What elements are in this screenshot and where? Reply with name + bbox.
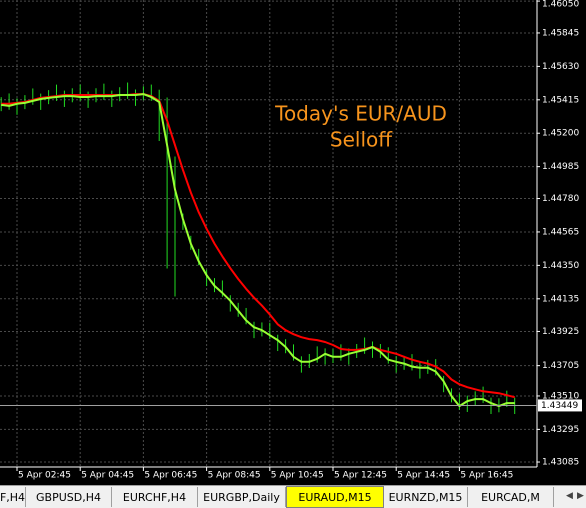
chart-tab[interactable]: F,H4 [0,487,26,507]
chart: 1.46050 1.45845 1.45630 1.45415 1.45200 1.449… [0,0,586,485]
x-tick-label: 5 Apr 10:45 [271,471,324,481]
chart-tab[interactable]: GBPUSD,H4 [26,487,112,507]
tab-scroll[interactable]: ◀ ▶ [564,487,586,505]
y-tick-label: 1.45415 [542,95,579,105]
y-tick-label: 1.43705 [542,361,579,371]
chart-tab[interactable]: EURGBP,Daily [198,487,286,507]
current-price-label: 1.43449 [541,401,578,411]
y-tick-label: 1.43085 [542,458,579,468]
x-tick-label: 5 Apr 14:45 [397,471,450,481]
tab-bar: F,H4 GBPUSD,H4 EURCHF,H4 EURGBP,Daily EURAUD… [0,485,586,508]
chart-tab[interactable]: EURCHF,H4 [112,487,198,507]
x-tick-label: 5 Apr 04:45 [81,471,134,481]
y-tick-label: 1.44135 [542,294,579,304]
y-tick-label: 1.44985 [542,162,579,172]
x-tick-label: 5 Apr 06:45 [144,471,197,481]
y-tick-label: 1.43295 [542,425,579,435]
y-tick-label: 1.44350 [542,261,579,271]
y-tick-label: 1.45200 [542,129,579,139]
y-tick-label: 1.45845 [542,28,579,38]
y-tick-label: 1.43925 [542,327,579,337]
chart-tab[interactable]: EURNZD,M15 [384,487,468,507]
scroll-right[interactable]: ▶ [577,491,584,501]
annotation: Today's EUR/AUD [274,102,447,126]
x-tick-label: 5 Apr 02:45 [18,471,71,481]
chart-tab[interactable]: EURAUD,M15 [286,486,384,508]
y-tick-label: 1.44565 [542,227,579,237]
y-tick-label: 1.43510 [542,391,579,401]
x-tick-label: 5 Apr 08:45 [208,471,261,481]
ma-line [1,93,515,408]
current-price-box [538,399,582,412]
scroll-left[interactable]: ◀ [566,491,573,501]
y-tick-label: 1.45630 [542,62,579,72]
chart-tab[interactable]: EURCAD,M [468,487,554,507]
ma-line [1,93,515,399]
chart-background [0,0,586,485]
annotation: Selloff [330,128,393,152]
y-tick-label: 1.46050 [542,0,579,10]
x-tick-label: 5 Apr 16:45 [460,471,513,481]
x-tick-label: 5 Apr 12:45 [334,471,387,481]
y-tick-label: 1.44780 [542,194,579,204]
